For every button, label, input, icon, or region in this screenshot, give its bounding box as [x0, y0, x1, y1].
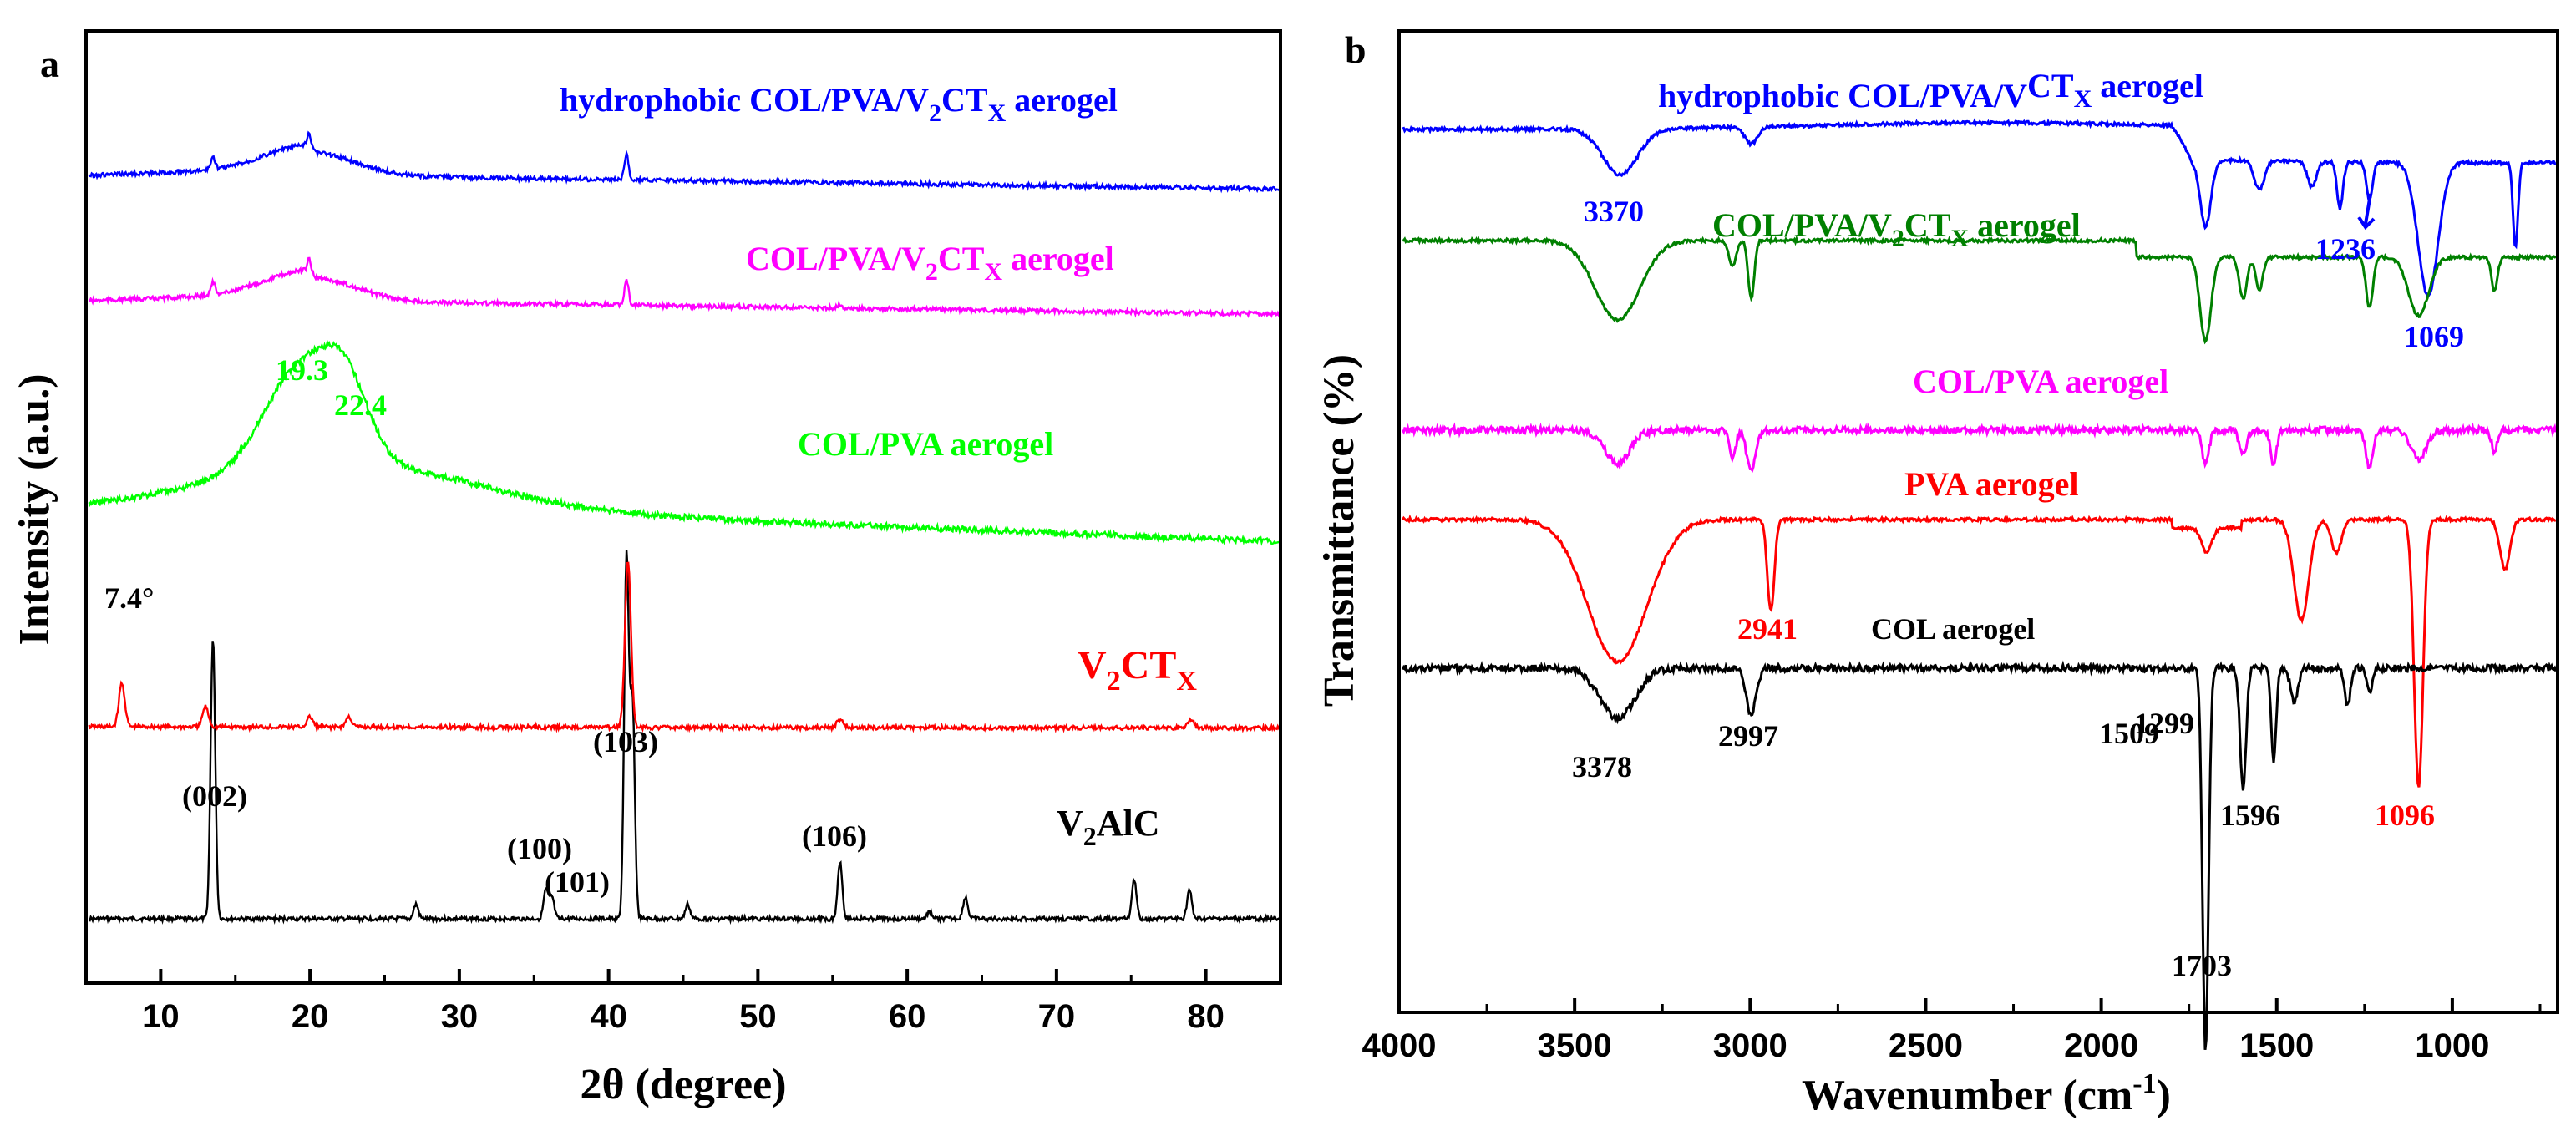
b-tick-label-2000: 2000 [2064, 1027, 2138, 1064]
panel-a-y-label: Intensity (a.u.) [11, 373, 58, 645]
panel-b-y-label: Transmittance (%) [1316, 354, 1363, 707]
a-tick-label-80: 80 [1187, 998, 1225, 1035]
legend-a-colpva-v2ctx: COL/PVA/V2CTX aerogel [746, 240, 1114, 286]
xrd-series-3 [89, 256, 1281, 319]
peak-label-103: (103) [593, 725, 658, 758]
xrd-series-4 [88, 130, 1280, 194]
panel-b-frame [1397, 29, 2559, 1014]
b-tick-label-1500: 1500 [2239, 1027, 2314, 1064]
a-tick-label-70: 70 [1038, 998, 1076, 1035]
band-label-1236: 1236 [2315, 232, 2376, 266]
b-tick-label-4000: 4000 [1362, 1027, 1437, 1064]
panel-a: a 10 20 30 40 50 60 70 80 Intensity (a.u.) 2θ (… [11, 29, 1282, 1108]
panel-b-x-ticks: 4000 3500 3000 2500 2000 1500 1000 [1362, 998, 2542, 1064]
band-label-1596: 1596 [2220, 799, 2280, 832]
legend-a-v2alc: V2AlC [1057, 803, 1160, 851]
a-tick-label-40: 40 [590, 998, 627, 1035]
band-label-1096: 1096 [2375, 799, 2435, 832]
ftir-series-2 [1401, 422, 2558, 473]
panel-a-letter: a [40, 43, 59, 85]
ftir-series-0 [1402, 117, 2557, 297]
a-tick-label-20: 20 [292, 998, 329, 1035]
legend-b-colpva-v2ctx: COL/PVA/V2CTX aerogel [1712, 206, 2081, 252]
band-label-2997: 2997 [1718, 719, 1778, 753]
b-tick-label-3000: 3000 [1713, 1027, 1787, 1064]
panel-b: b 4000 3500 3000 2500 2000 1500 1000 Transmitt… [1316, 28, 2559, 1119]
a-tick-label-50: 50 [739, 998, 777, 1035]
band-label-1703: 1703 [2172, 949, 2232, 982]
peak-label-106: (106) [802, 819, 867, 853]
peak-label-002: (002) [182, 779, 247, 813]
band-label-2941: 2941 [1737, 612, 1798, 646]
band-label-1509: 1509 [2099, 717, 2159, 750]
band-arrow-1236 [2364, 193, 2372, 225]
ftir-series-3 [1401, 514, 2557, 788]
ftir-series-1 [1402, 235, 2557, 345]
a-tick-label-30: 30 [441, 998, 479, 1035]
peak-label-101: (101) [545, 865, 610, 899]
b-tick-label-2500: 2500 [1889, 1027, 1963, 1064]
band-label-3378: 3378 [1572, 750, 1632, 784]
legend-b-hydrophobic: hydrophobic COL/PVA/VCTX aerogel [1658, 67, 2203, 114]
legend-a-colpva: COL/PVA aerogel [798, 425, 1053, 463]
band-label-3370: 3370 [1584, 195, 1644, 228]
legend-a-hydrophobic: hydrophobic COL/PVA/V2CTX aerogel [560, 81, 1118, 127]
legend-b-col: COL aerogel [1871, 612, 2035, 646]
panel-a-series [88, 130, 1281, 926]
a-tick-label-10: 10 [142, 998, 180, 1035]
legend-b-pva: PVA aerogel [1904, 465, 2079, 503]
panel-b-x-label: Wavenumber (cm-1) [1802, 1068, 2171, 1119]
panel-a-x-ticks: 10 20 30 40 50 60 70 80 [84, 969, 1282, 1035]
ftir-series-4 [1401, 660, 2558, 1050]
xrd-series-2 [88, 338, 1280, 546]
peak-label-7-4: 7.4° [104, 581, 154, 615]
peak-label-100: (100) [507, 832, 572, 865]
b-tick-label-1000: 1000 [2415, 1027, 2489, 1064]
panel-a-x-label: 2θ (degree) [580, 1061, 786, 1108]
peak-label-19-3: 19.3 [276, 353, 328, 387]
band-arrowhead-1236 [2357, 216, 2376, 231]
xrd-series-1 [88, 561, 1280, 733]
panel-b-letter: b [1345, 28, 1367, 71]
a-tick-label-60: 60 [889, 998, 926, 1035]
band-label-1069: 1069 [2404, 320, 2464, 353]
peak-label-22-4: 22.4 [334, 388, 387, 422]
b-tick-label-3500: 3500 [1538, 1027, 1612, 1064]
xrd-series-0 [89, 550, 1280, 926]
legend-a-v2ctx: V2CTX [1078, 643, 1197, 697]
panel-b-series [1401, 117, 2558, 1050]
band-label-1299: 1299 [2134, 707, 2194, 740]
legend-b-colpva: COL/PVA aerogel [1913, 363, 2168, 400]
